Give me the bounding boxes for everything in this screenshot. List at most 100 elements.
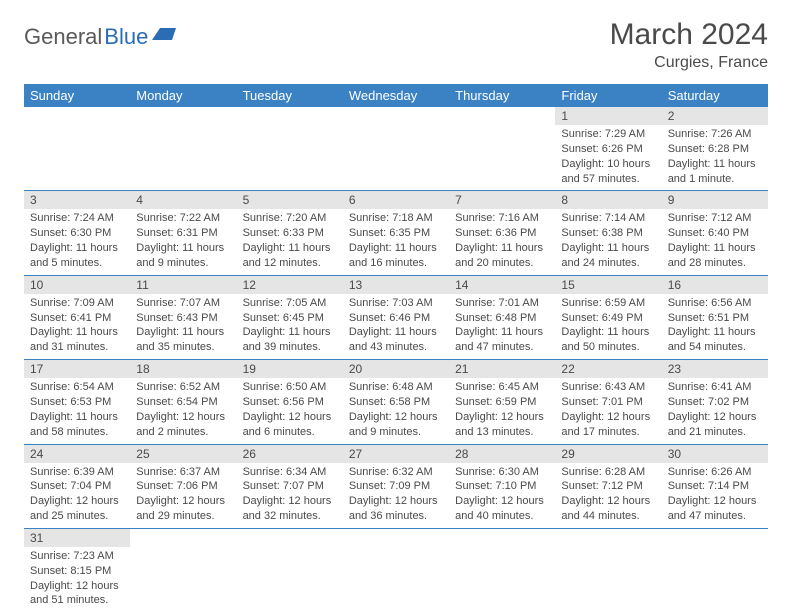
weekday-header: Sunday [24,84,130,107]
logo-text-blue: Blue [104,24,148,50]
day-content: Sunrise: 7:29 AMSunset: 6:26 PMDaylight:… [555,125,661,190]
weekday-header: Saturday [662,84,768,107]
weekday-header: Wednesday [343,84,449,107]
day-content: Sunrise: 7:23 AMSunset: 8:15 PMDaylight:… [24,547,130,612]
calendar-day-cell: 16Sunrise: 6:56 AMSunset: 6:51 PMDayligh… [662,275,768,359]
day-content: Sunrise: 7:20 AMSunset: 6:33 PMDaylight:… [237,209,343,274]
day-number [555,529,661,547]
weekday-header: Thursday [449,84,555,107]
calendar-day-cell [130,528,236,612]
calendar-day-cell: 2Sunrise: 7:26 AMSunset: 6:28 PMDaylight… [662,107,768,191]
calendar-day-cell: 17Sunrise: 6:54 AMSunset: 6:53 PMDayligh… [24,360,130,444]
calendar-day-cell: 24Sunrise: 6:39 AMSunset: 7:04 PMDayligh… [24,444,130,528]
day-number: 25 [130,445,236,463]
day-number: 21 [449,360,555,378]
calendar-day-cell: 27Sunrise: 6:32 AMSunset: 7:09 PMDayligh… [343,444,449,528]
day-content [555,547,661,553]
day-number: 10 [24,276,130,294]
day-number [130,529,236,547]
day-content [662,547,768,553]
calendar-day-cell [343,528,449,612]
day-content: Sunrise: 7:24 AMSunset: 6:30 PMDaylight:… [24,209,130,274]
day-content [130,125,236,131]
day-content: Sunrise: 7:12 AMSunset: 6:40 PMDaylight:… [662,209,768,274]
day-content: Sunrise: 6:52 AMSunset: 6:54 PMDaylight:… [130,378,236,443]
logo-flag-icon [152,26,178,49]
day-content [237,547,343,553]
day-number: 9 [662,191,768,209]
header: General Blue March 2024 Curgies, France [24,18,768,72]
day-number: 16 [662,276,768,294]
day-content: Sunrise: 6:34 AMSunset: 7:07 PMDaylight:… [237,463,343,528]
calendar-week-row: 24Sunrise: 6:39 AMSunset: 7:04 PMDayligh… [24,444,768,528]
day-content: Sunrise: 7:03 AMSunset: 6:46 PMDaylight:… [343,294,449,359]
calendar-day-cell [449,528,555,612]
calendar-week-row: 3Sunrise: 7:24 AMSunset: 6:30 PMDaylight… [24,191,768,275]
day-content [343,547,449,553]
day-content: Sunrise: 6:43 AMSunset: 7:01 PMDaylight:… [555,378,661,443]
day-number: 27 [343,445,449,463]
weekday-header: Tuesday [237,84,343,107]
day-content: Sunrise: 6:37 AMSunset: 7:06 PMDaylight:… [130,463,236,528]
calendar-day-cell: 3Sunrise: 7:24 AMSunset: 6:30 PMDaylight… [24,191,130,275]
logo-text-general: General [24,24,102,50]
calendar-day-cell: 31Sunrise: 7:23 AMSunset: 8:15 PMDayligh… [24,528,130,612]
calendar-table: SundayMondayTuesdayWednesdayThursdayFrid… [24,84,768,612]
day-number [662,529,768,547]
calendar-day-cell [555,528,661,612]
calendar-day-cell: 14Sunrise: 7:01 AMSunset: 6:48 PMDayligh… [449,275,555,359]
weekday-header: Monday [130,84,236,107]
day-number [343,107,449,125]
calendar-day-cell [449,107,555,191]
calendar-day-cell: 15Sunrise: 6:59 AMSunset: 6:49 PMDayligh… [555,275,661,359]
calendar-week-row: 31Sunrise: 7:23 AMSunset: 8:15 PMDayligh… [24,528,768,612]
day-number: 14 [449,276,555,294]
day-number [237,529,343,547]
day-content [24,125,130,131]
calendar-week-row: 17Sunrise: 6:54 AMSunset: 6:53 PMDayligh… [24,360,768,444]
calendar-day-cell: 13Sunrise: 7:03 AMSunset: 6:46 PMDayligh… [343,275,449,359]
day-content: Sunrise: 6:56 AMSunset: 6:51 PMDaylight:… [662,294,768,359]
calendar-day-cell: 29Sunrise: 6:28 AMSunset: 7:12 PMDayligh… [555,444,661,528]
day-content [343,125,449,131]
calendar-day-cell: 21Sunrise: 6:45 AMSunset: 6:59 PMDayligh… [449,360,555,444]
calendar-day-cell: 1Sunrise: 7:29 AMSunset: 6:26 PMDaylight… [555,107,661,191]
calendar-day-cell: 11Sunrise: 7:07 AMSunset: 6:43 PMDayligh… [130,275,236,359]
title-block: March 2024 Curgies, France [610,18,768,72]
calendar-day-cell [662,528,768,612]
day-content [130,547,236,553]
day-content: Sunrise: 7:18 AMSunset: 6:35 PMDaylight:… [343,209,449,274]
logo: General Blue [24,24,178,50]
calendar-day-cell: 8Sunrise: 7:14 AMSunset: 6:38 PMDaylight… [555,191,661,275]
calendar-day-cell: 19Sunrise: 6:50 AMSunset: 6:56 PMDayligh… [237,360,343,444]
calendar-day-cell [130,107,236,191]
calendar-day-cell: 25Sunrise: 6:37 AMSunset: 7:06 PMDayligh… [130,444,236,528]
calendar-week-row: 10Sunrise: 7:09 AMSunset: 6:41 PMDayligh… [24,275,768,359]
calendar-day-cell: 7Sunrise: 7:16 AMSunset: 6:36 PMDaylight… [449,191,555,275]
day-number: 13 [343,276,449,294]
day-number: 17 [24,360,130,378]
calendar-day-cell: 23Sunrise: 6:41 AMSunset: 7:02 PMDayligh… [662,360,768,444]
calendar-body: 1Sunrise: 7:29 AMSunset: 6:26 PMDaylight… [24,107,768,612]
day-content: Sunrise: 6:59 AMSunset: 6:49 PMDaylight:… [555,294,661,359]
calendar-day-cell: 28Sunrise: 6:30 AMSunset: 7:10 PMDayligh… [449,444,555,528]
day-number [343,529,449,547]
day-content [449,547,555,553]
day-number: 22 [555,360,661,378]
calendar-day-cell: 20Sunrise: 6:48 AMSunset: 6:58 PMDayligh… [343,360,449,444]
weekday-header-row: SundayMondayTuesdayWednesdayThursdayFrid… [24,84,768,107]
day-number: 24 [24,445,130,463]
day-number: 31 [24,529,130,547]
day-content: Sunrise: 7:07 AMSunset: 6:43 PMDaylight:… [130,294,236,359]
day-content: Sunrise: 6:48 AMSunset: 6:58 PMDaylight:… [343,378,449,443]
day-number: 12 [237,276,343,294]
day-content: Sunrise: 7:05 AMSunset: 6:45 PMDaylight:… [237,294,343,359]
calendar-day-cell: 5Sunrise: 7:20 AMSunset: 6:33 PMDaylight… [237,191,343,275]
day-number: 29 [555,445,661,463]
day-number: 18 [130,360,236,378]
day-content: Sunrise: 6:50 AMSunset: 6:56 PMDaylight:… [237,378,343,443]
calendar-day-cell: 4Sunrise: 7:22 AMSunset: 6:31 PMDaylight… [130,191,236,275]
day-content: Sunrise: 6:26 AMSunset: 7:14 PMDaylight:… [662,463,768,528]
day-number: 4 [130,191,236,209]
calendar-day-cell: 10Sunrise: 7:09 AMSunset: 6:41 PMDayligh… [24,275,130,359]
